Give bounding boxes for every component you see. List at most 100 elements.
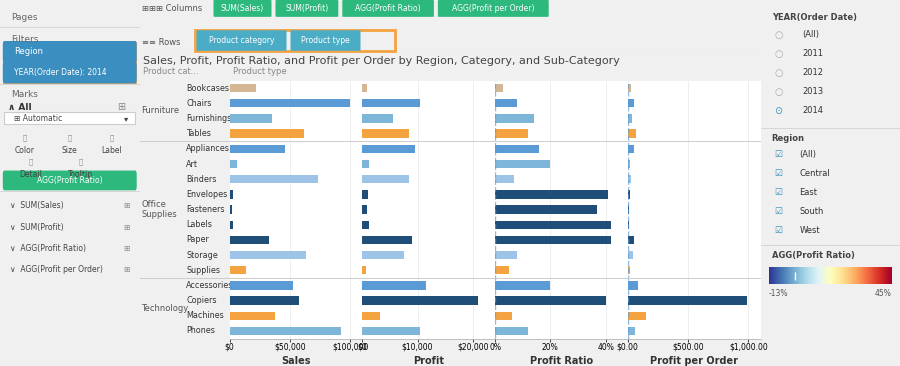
- Bar: [628, 130, 636, 138]
- Bar: [230, 130, 304, 138]
- Text: Furnishings: Furnishings: [186, 114, 231, 123]
- Text: Envelopes: Envelopes: [186, 190, 228, 199]
- Bar: [495, 296, 606, 305]
- Text: 2012: 2012: [803, 68, 824, 77]
- Text: ⬛: ⬛: [23, 134, 27, 141]
- Bar: [495, 114, 534, 123]
- Text: ⊞: ⊞: [117, 102, 125, 112]
- Text: YEAR(Order Date): YEAR(Order Date): [771, 13, 857, 22]
- Text: Phones: Phones: [186, 326, 215, 336]
- Text: Copiers: Copiers: [186, 296, 217, 305]
- Bar: [362, 266, 366, 274]
- Text: ⊙: ⊙: [774, 106, 783, 116]
- Text: Supplies: Supplies: [186, 266, 220, 275]
- Bar: [495, 160, 550, 168]
- Text: Size: Size: [62, 146, 77, 156]
- Bar: [628, 266, 630, 274]
- X-axis label: Profit per Order: Profit per Order: [650, 356, 738, 366]
- X-axis label: Sales: Sales: [281, 356, 310, 366]
- Text: ○: ○: [774, 30, 783, 40]
- Text: Labels: Labels: [186, 220, 212, 229]
- Bar: [628, 114, 633, 123]
- Bar: [628, 175, 631, 183]
- Text: Storage: Storage: [186, 251, 218, 259]
- Text: Product type: Product type: [232, 67, 286, 76]
- Bar: [628, 205, 629, 214]
- Text: ∨  AGG(Profit per Order): ∨ AGG(Profit per Order): [10, 265, 103, 274]
- Bar: [495, 130, 528, 138]
- Bar: [362, 99, 420, 108]
- Bar: [230, 84, 256, 92]
- Text: (All): (All): [799, 150, 816, 159]
- Bar: [495, 145, 539, 153]
- Bar: [230, 296, 300, 305]
- Text: Chairs: Chairs: [186, 99, 211, 108]
- Bar: [495, 99, 518, 108]
- Text: (All): (All): [803, 30, 819, 39]
- Bar: [628, 236, 634, 244]
- Text: East: East: [799, 188, 817, 197]
- Bar: [628, 221, 629, 229]
- Bar: [495, 205, 598, 214]
- FancyBboxPatch shape: [342, 0, 434, 17]
- Text: 45%: 45%: [875, 289, 892, 298]
- Text: Tooltip: Tooltip: [68, 170, 94, 179]
- Bar: [230, 205, 231, 214]
- Text: Central: Central: [799, 169, 831, 178]
- FancyBboxPatch shape: [3, 41, 137, 63]
- Bar: [628, 327, 635, 335]
- Text: 2014: 2014: [803, 106, 824, 115]
- Text: ▾: ▾: [124, 114, 129, 123]
- Text: SUM(Profit): SUM(Profit): [285, 4, 328, 13]
- Text: Furniture: Furniture: [141, 107, 179, 115]
- Text: Marks: Marks: [11, 90, 38, 99]
- Text: ⊞⊞⊞ Columns: ⊞⊞⊞ Columns: [141, 4, 202, 13]
- FancyBboxPatch shape: [4, 112, 135, 124]
- Bar: [230, 114, 272, 123]
- Text: Region: Region: [14, 48, 43, 56]
- Bar: [628, 84, 631, 92]
- Text: Machines: Machines: [186, 311, 224, 320]
- Text: ☑: ☑: [774, 150, 783, 159]
- Text: Region: Region: [771, 134, 805, 143]
- Text: 2013: 2013: [803, 87, 824, 96]
- Bar: [230, 190, 232, 198]
- Text: ☑: ☑: [774, 207, 783, 216]
- Bar: [362, 251, 404, 259]
- Bar: [495, 266, 508, 274]
- Text: South: South: [799, 207, 824, 216]
- Bar: [362, 190, 368, 198]
- Bar: [362, 175, 410, 183]
- Bar: [628, 99, 634, 108]
- Bar: [362, 205, 366, 214]
- Bar: [362, 130, 410, 138]
- Text: Tables: Tables: [186, 129, 211, 138]
- Text: ∨  AGG(Profit Ratio): ∨ AGG(Profit Ratio): [10, 244, 86, 253]
- Bar: [495, 327, 528, 335]
- FancyBboxPatch shape: [213, 0, 272, 17]
- Text: 2011: 2011: [803, 49, 824, 58]
- Bar: [230, 281, 293, 290]
- Bar: [362, 281, 426, 290]
- Text: Appliances: Appliances: [186, 144, 230, 153]
- Text: ○: ○: [774, 87, 783, 97]
- Text: Office
Supplies: Office Supplies: [141, 200, 177, 219]
- FancyBboxPatch shape: [291, 30, 361, 51]
- Bar: [230, 175, 318, 183]
- Bar: [628, 190, 630, 198]
- Text: Product category: Product category: [209, 36, 274, 45]
- Bar: [362, 114, 392, 123]
- Bar: [495, 175, 515, 183]
- Text: ⬛: ⬛: [68, 134, 72, 141]
- FancyBboxPatch shape: [3, 171, 137, 190]
- Bar: [362, 327, 420, 335]
- Bar: [230, 160, 237, 168]
- Bar: [230, 145, 285, 153]
- Bar: [362, 84, 366, 92]
- Text: ☑: ☑: [774, 188, 783, 197]
- Text: ⬛: ⬛: [79, 158, 83, 165]
- Text: Sales, Profit, Profit Ratio, and Profit per Order by Region, Category, and Sub-C: Sales, Profit, Profit Ratio, and Profit …: [142, 56, 619, 66]
- Bar: [628, 251, 634, 259]
- Text: Color: Color: [15, 146, 35, 156]
- Bar: [628, 281, 638, 290]
